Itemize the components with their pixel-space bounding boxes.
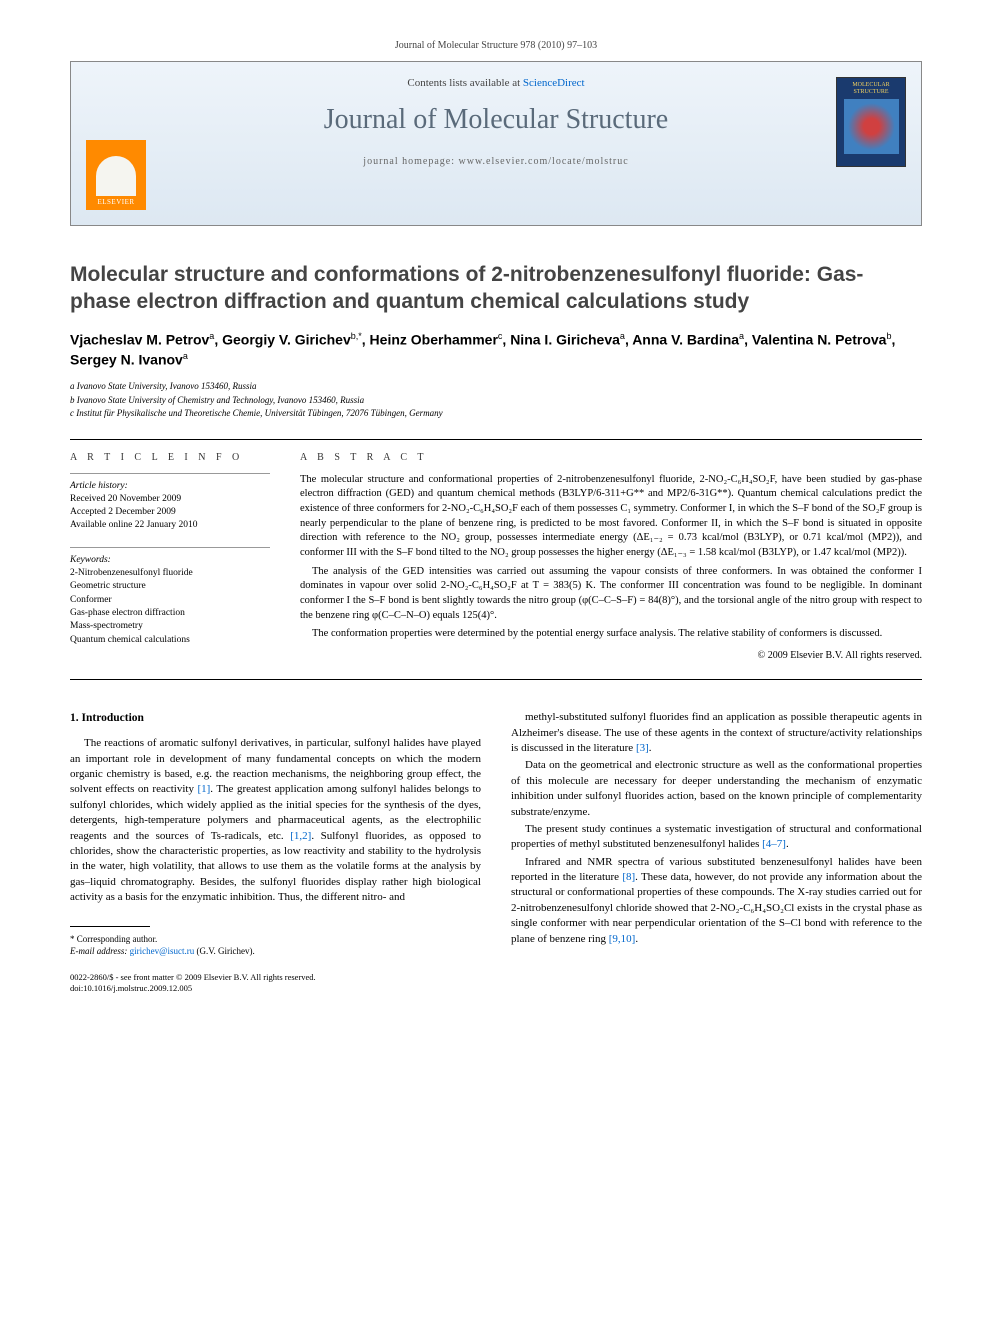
accepted-date: Accepted 2 December 2009: [70, 506, 270, 519]
body-paragraph: Data on the geometrical and electronic s…: [511, 758, 922, 820]
affiliation: c Institut für Physikalische und Theoret…: [70, 407, 922, 421]
corresponding-author: * Corresponding author.: [70, 933, 481, 946]
keyword: Geometric structure: [70, 580, 270, 593]
front-matter-line: 0022-2860/$ - see front matter © 2009 El…: [70, 972, 481, 983]
email-label: E-mail address:: [70, 946, 127, 956]
citation-link[interactable]: [8]: [622, 871, 635, 883]
cover-title: MOLECULAR STRUCTURE: [841, 82, 901, 95]
article-history: Article history: Received 20 November 20…: [70, 473, 270, 533]
affiliation: b Ivanovo State University of Chemistry …: [70, 394, 922, 408]
keyword: Quantum chemical calculations: [70, 634, 270, 647]
left-column: 1. Introduction The reactions of aromati…: [70, 710, 481, 994]
header-citation: Journal of Molecular Structure 978 (2010…: [70, 40, 922, 51]
received-date: Received 20 November 2009: [70, 493, 270, 506]
citation-link[interactable]: [4–7]: [762, 838, 786, 850]
affiliation: a Ivanovo State University, Ivanovo 1534…: [70, 380, 922, 394]
abstract-p3: The conformation properties were determi…: [300, 627, 922, 642]
homepage-url[interactable]: www.elsevier.com/locate/molstruc: [459, 156, 629, 167]
email-author-name: (G.V. Girichev).: [196, 946, 254, 956]
history-label: Article history:: [70, 480, 270, 493]
body-paragraph: The present study continues a systematic…: [511, 822, 922, 853]
elsevier-logo: ELSEVIER: [86, 140, 146, 210]
divider: [70, 679, 922, 680]
sd-prefix: Contents lists available at: [407, 77, 522, 89]
article-info-column: A R T I C L E I N F O Article history: R…: [70, 452, 270, 662]
keyword: Gas-phase electron diffraction: [70, 607, 270, 620]
article-title: Molecular structure and conformations of…: [70, 261, 922, 316]
right-column: methyl-substituted sulfonyl fluorides fi…: [511, 710, 922, 994]
homepage-line: journal homepage: www.elsevier.com/locat…: [91, 156, 901, 167]
doi-block: 0022-2860/$ - see front matter © 2009 El…: [70, 972, 481, 994]
abstract-column: A B S T R A C T The molecular structure …: [300, 452, 922, 662]
body-paragraph: Infrared and NMR spectra of various subs…: [511, 855, 922, 947]
footnote-separator: [70, 926, 150, 927]
homepage-prefix: journal homepage:: [363, 156, 458, 167]
authors: Vjacheslav M. Petrova, Georgiy V. Girich…: [70, 330, 922, 371]
body-paragraph: The reactions of aromatic sulfonyl deriv…: [70, 736, 481, 905]
keyword: Conformer: [70, 594, 270, 607]
email-link[interactable]: girichev@isuct.ru: [130, 946, 195, 956]
divider: [70, 439, 922, 440]
footnote: * Corresponding author. E-mail address: …: [70, 933, 481, 958]
abstract-copyright: © 2009 Elsevier B.V. All rights reserved…: [300, 650, 922, 661]
online-date: Available online 22 January 2010: [70, 519, 270, 532]
abstract-p1: The molecular structure and conformation…: [300, 473, 922, 561]
keywords-block: Keywords: 2-Nitrobenzenesulfonyl fluorid…: [70, 547, 270, 647]
keyword: Mass-spectrometry: [70, 620, 270, 633]
journal-banner: ELSEVIER MOLECULAR STRUCTURE Contents li…: [70, 61, 922, 226]
abstract-text: The molecular structure and conformation…: [300, 473, 922, 643]
citation-link[interactable]: [1]: [197, 783, 210, 795]
doi-line: doi:10.1016/j.molstruc.2009.12.005: [70, 983, 481, 994]
elsevier-tree-icon: [96, 156, 136, 196]
body-columns: 1. Introduction The reactions of aromati…: [70, 710, 922, 994]
journal-cover-thumbnail: MOLECULAR STRUCTURE: [836, 77, 906, 167]
article-info-label: A R T I C L E I N F O: [70, 452, 270, 463]
abstract-label: A B S T R A C T: [300, 452, 922, 463]
elsevier-text: ELSEVIER: [97, 198, 134, 206]
sciencedirect-line: Contents lists available at ScienceDirec…: [91, 77, 901, 89]
citation-link[interactable]: [9,10]: [609, 933, 636, 945]
body-paragraph: methyl-substituted sulfonyl fluorides fi…: [511, 710, 922, 756]
cover-image-icon: [844, 99, 899, 154]
section-heading: 1. Introduction: [70, 710, 481, 726]
abstract-p2: The analysis of the GED intensities was …: [300, 565, 922, 624]
keywords-label: Keywords:: [70, 554, 270, 567]
citation-link[interactable]: [3]: [636, 742, 649, 754]
sciencedirect-link[interactable]: ScienceDirect: [523, 77, 585, 89]
citation-link[interactable]: [1,2]: [290, 830, 311, 842]
journal-name: Journal of Molecular Structure: [91, 104, 901, 136]
keyword: 2-Nitrobenzenesulfonyl fluoride: [70, 567, 270, 580]
affiliations: a Ivanovo State University, Ivanovo 1534…: [70, 380, 922, 421]
